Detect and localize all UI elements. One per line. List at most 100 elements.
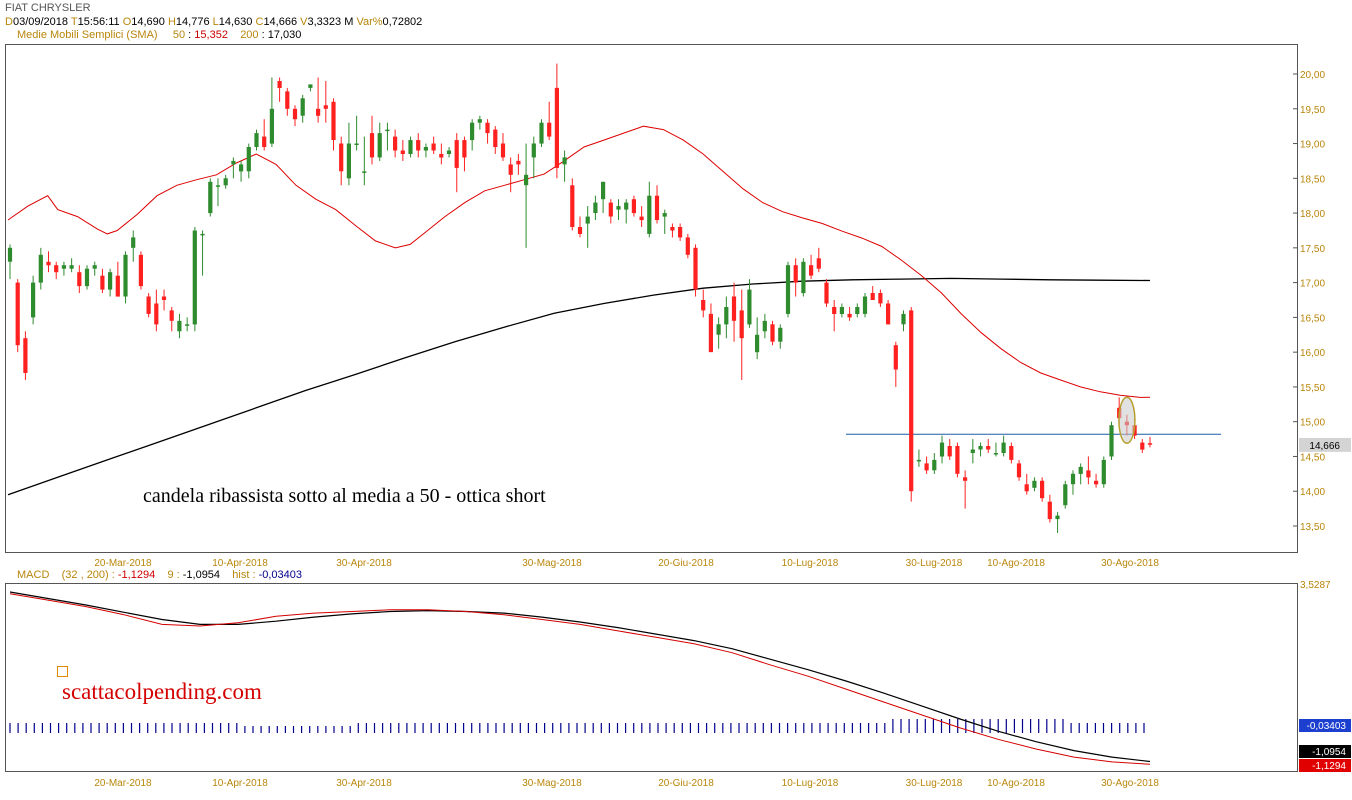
x-tick-label: 10-Ago-2018 [987, 558, 1045, 569]
candle-body-down [963, 477, 968, 481]
candle-body-up [1078, 466, 1083, 474]
candle-body-down [1086, 470, 1091, 478]
candle-body-down [1016, 463, 1022, 478]
sma-label: Medie Mobili Semplici (SMA) [17, 29, 158, 41]
candle-body-down [46, 261, 51, 266]
macd-x-tick-label: 10-Apr-2018 [212, 778, 268, 789]
candle-body-up [200, 233, 205, 236]
y-tick-label: 18,00 [1300, 209, 1325, 220]
candle-body-down [1147, 443, 1153, 445]
candle-body-up [647, 195, 652, 234]
candle-body-up [84, 268, 90, 287]
x-tick-label: 20-Mar-2018 [94, 558, 152, 569]
candle-body-down [809, 265, 814, 276]
var-label: Var% [356, 16, 383, 28]
macd-x-tick-label: 30-Ago-2018 [1101, 778, 1159, 789]
candle-body-down [824, 282, 829, 304]
signal-value: -1,0954 [182, 569, 221, 581]
highlight-ellipse [1118, 396, 1136, 445]
candle-body-down [554, 87, 559, 168]
macd-x-tick-label: 30-Lug-2018 [906, 778, 963, 789]
candle-body-up [223, 178, 228, 186]
close-value: 14,666 [263, 16, 298, 28]
candle-body-up [1070, 473, 1076, 485]
last-price-label: 14,666 [1309, 441, 1340, 452]
candle-body-down [1094, 480, 1099, 485]
y-tick-label: 14,00 [1300, 487, 1325, 498]
watermark-text: scattacolpending.com [62, 679, 262, 704]
candle-body-up [531, 143, 536, 158]
y-tick-label: 18,50 [1300, 174, 1325, 185]
candle-body-down [577, 227, 583, 234]
candle-body-down [639, 216, 644, 221]
candle-body-down [285, 91, 290, 109]
candle-body-up [192, 230, 197, 325]
open-label: O [122, 16, 132, 28]
candle-body-down [570, 185, 575, 227]
candle-body-down [1140, 442, 1145, 450]
candle-body-down [493, 129, 498, 147]
y-tick-label: 15,00 [1300, 418, 1325, 429]
candle-body-up [123, 254, 128, 297]
candle-body-down [1024, 484, 1029, 492]
y-tick-label: 13,50 [1300, 522, 1325, 533]
candle-body-down [870, 293, 875, 300]
candle-body-up [385, 129, 390, 132]
candle-body-down [878, 293, 883, 304]
candle-body-up [354, 143, 359, 145]
candle-body-down [793, 265, 798, 283]
candle-body-up [916, 459, 921, 462]
candle-body-up [755, 334, 760, 353]
candle-body-up [246, 147, 251, 172]
candle-body-up [932, 459, 937, 471]
candle-body-down [161, 296, 167, 300]
candle-body-up [1001, 442, 1006, 453]
candle-body-down [369, 133, 375, 158]
candle-body-up [131, 237, 136, 248]
y-tick-label: 17,00 [1300, 279, 1325, 290]
axis-layer: 20,00 19,50 19,00 18,50 18,00 17,50 17,00 16,50… [94, 70, 1351, 789]
candle-body-up [423, 147, 428, 151]
candle-body-up [38, 254, 43, 283]
watermark-square-icon [57, 666, 68, 677]
candle-body-up [208, 181, 213, 214]
macd-badge-label: -1,1294 [1312, 761, 1346, 772]
x-tick-label: 20-Giu-2018 [658, 558, 714, 569]
candle-body-down [1009, 446, 1014, 460]
chart-title: FIAT CHRYSLER [5, 2, 91, 15]
candle-body-down [685, 237, 690, 255]
candle-body-up [7, 247, 13, 262]
macd-x-tick-label: 10-Ago-2018 [987, 778, 1045, 789]
candle-body-up [524, 174, 529, 186]
candle-body-up [177, 320, 182, 332]
y-tick-label: 16,00 [1300, 348, 1325, 359]
candle-body-up [662, 213, 667, 217]
high-label: H [167, 16, 176, 28]
y-tick-label: 14,50 [1300, 452, 1325, 463]
candle-body-up [562, 157, 567, 165]
candle-body-up [862, 296, 868, 314]
macd-value-badge [1299, 759, 1351, 772]
candle-body-up [254, 133, 259, 147]
candle-body-up [61, 265, 66, 269]
candle-body-down [323, 105, 328, 109]
candle-body-up [993, 453, 998, 455]
candle-body-down [731, 296, 737, 321]
candle-body-down [693, 247, 698, 290]
candle-body-down [339, 143, 344, 172]
candle-body-down [393, 136, 398, 151]
candle-body-up [839, 307, 844, 314]
candle-body-down [146, 296, 151, 314]
candle-body-up [108, 272, 113, 290]
candle-body-up [1032, 480, 1037, 488]
candle-body-up [747, 289, 752, 325]
candle-body-down [701, 300, 706, 311]
candle-body-down [1040, 480, 1045, 499]
candle-body-up [616, 206, 621, 210]
x-tick-label: 30-Apr-2018 [336, 558, 392, 569]
candle-body-down [832, 307, 837, 314]
macd-badge-label: -0,03403 [1307, 721, 1347, 732]
candle-body-down [462, 140, 467, 158]
x-tick-label: 30-Mag-2018 [522, 558, 582, 569]
candle-body-down [23, 338, 28, 373]
